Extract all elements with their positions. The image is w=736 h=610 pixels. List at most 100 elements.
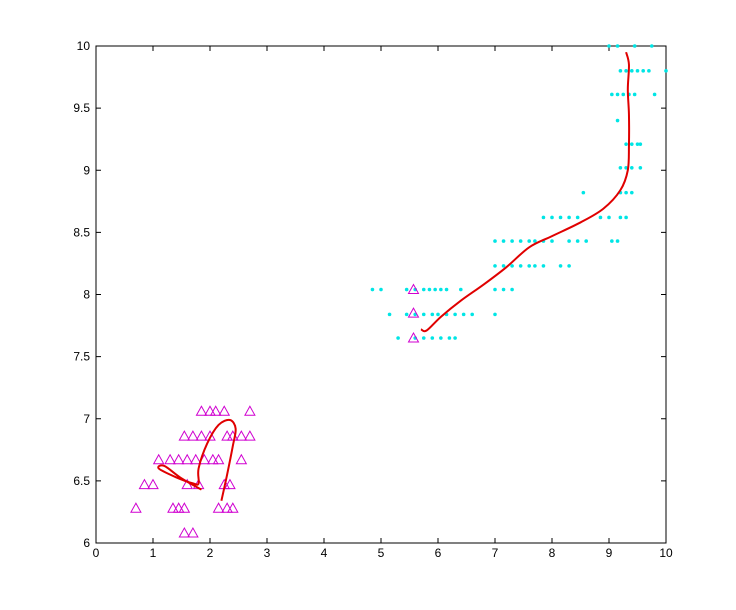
cyan-point — [624, 215, 628, 220]
magenta-triangle-point — [221, 430, 233, 441]
cyan-point — [615, 118, 620, 123]
magenta-triangle-point — [226, 502, 239, 513]
magenta-triangle-point — [207, 453, 219, 465]
magenta-triangle-point — [244, 405, 256, 416]
x-tick-label: 2 — [207, 546, 214, 560]
cyan-point — [501, 239, 506, 243]
cyan-point — [433, 287, 437, 292]
cyan-point — [632, 44, 637, 48]
cyan-point — [630, 165, 634, 170]
y-tick-label: 8 — [83, 288, 90, 302]
cyan-point — [404, 287, 409, 292]
y-tick-label: 8.5 — [73, 225, 90, 239]
cyan-point — [632, 92, 637, 97]
magenta-triangle-point — [172, 502, 185, 513]
cyan-point — [575, 215, 580, 220]
magenta-triangle-point — [172, 453, 185, 465]
cyan-point — [618, 165, 623, 170]
y-tick-label: 6.5 — [73, 474, 90, 488]
cyan-point — [493, 264, 497, 268]
cyan-point — [567, 215, 571, 220]
cyan-point — [439, 336, 443, 340]
cyan-point — [379, 287, 383, 292]
cyan-point — [453, 336, 457, 340]
x-tick-label: 5 — [378, 546, 385, 560]
magenta-triangle-point — [147, 478, 159, 490]
cyan-point — [615, 44, 620, 48]
cyan-point — [493, 312, 497, 317]
cyan-point — [421, 312, 426, 317]
cyan-point — [447, 336, 452, 340]
cyan-point — [607, 44, 611, 48]
x-tick-label: 4 — [321, 546, 328, 560]
cyan-point — [635, 142, 640, 146]
cyan-point — [575, 239, 580, 243]
cyan-point — [436, 312, 440, 317]
cyan-point — [510, 239, 514, 243]
magenta-triangle-point — [181, 453, 194, 465]
cyan-point — [430, 312, 435, 317]
magenta-triangle-point — [407, 331, 420, 343]
cyan-point — [527, 239, 531, 243]
y-tick-label: 9 — [83, 163, 90, 177]
magenta-triangle-point — [178, 527, 191, 538]
y-tick-label: 7 — [83, 412, 90, 426]
data-marks — [130, 44, 668, 538]
cyan-point — [550, 215, 554, 220]
magenta-triangle-point — [195, 430, 208, 441]
cyan-point — [618, 69, 623, 73]
magenta-triangle-point — [235, 430, 248, 441]
magenta-triangle-point — [164, 453, 176, 465]
cyan-point — [581, 190, 586, 195]
cyan-point — [610, 92, 614, 97]
cyan-point — [421, 287, 426, 292]
cyan-point — [652, 92, 657, 97]
cyan-point — [527, 264, 531, 268]
cyan-point — [370, 287, 375, 292]
magenta-triangle-point — [195, 405, 208, 416]
magenta-triangle-point — [212, 502, 225, 513]
cyan-point — [624, 142, 628, 146]
cyan-point — [493, 239, 497, 243]
axes-box — [95, 45, 667, 544]
cyan-point — [567, 264, 571, 268]
cyan-point — [624, 165, 628, 170]
cyan-point — [638, 165, 643, 170]
x-tick-label: 3 — [264, 546, 271, 560]
cyan-point — [430, 336, 435, 340]
cyan-point — [598, 215, 603, 220]
magenta-triangle-point — [204, 405, 216, 416]
cyan-point — [461, 312, 466, 317]
cyan-point — [510, 287, 514, 292]
cyan-point — [533, 239, 537, 243]
cyan-point — [541, 215, 546, 220]
cyan-point — [624, 190, 628, 195]
magenta-triangle-point — [178, 430, 191, 441]
cyan-point — [541, 264, 546, 268]
cyan-point — [624, 69, 628, 73]
magenta-triangle-point — [407, 307, 420, 318]
x-tick-label: 8 — [549, 546, 556, 560]
magenta-triangle-point — [187, 430, 199, 441]
cyan-point — [558, 215, 563, 220]
cyan-point — [439, 287, 443, 292]
cyan-point — [664, 69, 668, 73]
magenta-triangle-point — [235, 453, 248, 465]
x-tick-label: 0 — [93, 546, 100, 560]
magenta-triangle-point — [221, 502, 233, 513]
cyan-point — [459, 287, 463, 292]
magenta-triangle-point — [218, 405, 231, 416]
cyan-point — [630, 190, 634, 195]
y-tick-label: 10 — [77, 39, 91, 53]
magenta-triangle-point — [138, 478, 151, 490]
cyan-point — [607, 215, 611, 220]
cyan-point — [630, 69, 634, 73]
cyan-point — [518, 239, 523, 243]
cyan-point — [533, 264, 537, 268]
cyan-point — [501, 287, 506, 292]
y-tick-label: 9.5 — [73, 101, 90, 115]
cyan-point — [396, 336, 400, 340]
x-tick-label: 6 — [435, 546, 442, 560]
cyan-point — [444, 287, 449, 292]
